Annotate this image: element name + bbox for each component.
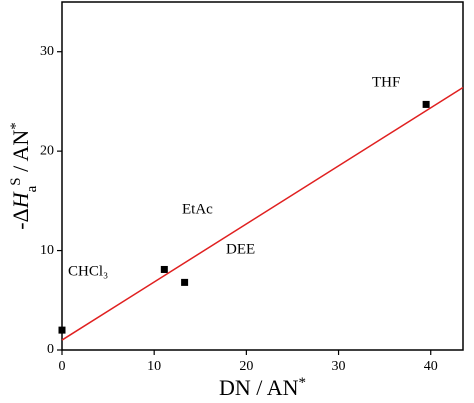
- y-axis-label-part: -Δ: [8, 208, 33, 229]
- y-tick-label: 10: [40, 243, 54, 258]
- x-tick-label: 0: [59, 359, 66, 374]
- y-axis-label-part: *: [8, 122, 24, 130]
- plot-frame: [61, 1, 464, 351]
- y-axis-label-part: H: [8, 191, 33, 209]
- annotation: EtAc: [182, 201, 213, 217]
- annotation: THF: [372, 74, 400, 90]
- point: [181, 278, 189, 286]
- x-tick-label: 30: [332, 359, 346, 374]
- y-axis-label: -ΔHaS / AN*: [8, 122, 40, 230]
- y-tick-label: 30: [40, 44, 54, 59]
- y-tick-label: 20: [40, 143, 54, 158]
- annotation: CHCl₃: [68, 263, 108, 279]
- point: [422, 100, 430, 108]
- x-axis-label-part: *: [298, 375, 306, 391]
- point: [58, 326, 66, 334]
- fit-line: [61, 86, 464, 341]
- x-tick-label: 40: [424, 359, 438, 374]
- x-tick-label: 10: [147, 359, 161, 374]
- y-axis-label-part: a: [24, 185, 40, 192]
- y-axis-label-part: / AN: [8, 130, 33, 178]
- annotation: DEE: [226, 241, 255, 257]
- x-axis-label-part: DN / AN: [219, 375, 299, 400]
- x-tick-label: 20: [239, 359, 253, 374]
- y-tick-label: 0: [47, 342, 54, 357]
- point: [160, 265, 168, 273]
- y-axis-label-part: S: [8, 177, 24, 185]
- x-axis-label: DN / AN*: [219, 375, 306, 400]
